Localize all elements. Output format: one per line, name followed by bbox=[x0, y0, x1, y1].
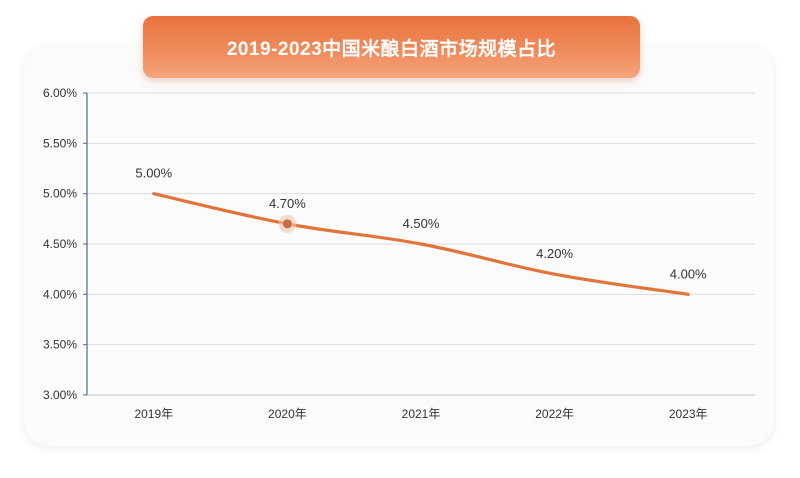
data-label: 5.00% bbox=[135, 166, 172, 181]
y-tick-label: 6.00% bbox=[43, 86, 77, 100]
axes bbox=[83, 92, 755, 396]
y-tick-label: 5.50% bbox=[43, 136, 77, 150]
x-tick-label: 2021年 bbox=[402, 407, 441, 421]
x-tick-label: 2023年 bbox=[669, 407, 708, 421]
y-tick-labels: 3.00% 3.50% 4.00% 4.50% 5.00% 5.50% 6.00% bbox=[43, 86, 77, 402]
y-tick-label: 4.50% bbox=[43, 237, 77, 251]
chart-title: 2019-2023中国米酿白酒市场规模占比 bbox=[143, 16, 640, 78]
series bbox=[152, 192, 690, 296]
x-tick-label: 2020年 bbox=[268, 407, 307, 421]
chart-card bbox=[24, 46, 774, 446]
data-label: 4.20% bbox=[536, 246, 573, 261]
data-label: 4.70% bbox=[269, 196, 306, 211]
data-labels: 5.00% 4.70% 4.50% 4.20% 4.00% bbox=[135, 166, 707, 282]
x-tick-labels: 2019年 2020年 2021年 2022年 2023年 bbox=[134, 407, 707, 421]
x-tick-label: 2022年 bbox=[535, 407, 574, 421]
y-tick-label: 3.50% bbox=[43, 338, 77, 352]
data-label: 4.00% bbox=[670, 266, 707, 281]
y-tick-label: 4.00% bbox=[43, 287, 77, 301]
data-label: 4.50% bbox=[403, 216, 440, 231]
series-line bbox=[152, 192, 690, 296]
y-tick-label: 3.00% bbox=[43, 388, 77, 402]
x-tick-label: 2019年 bbox=[134, 407, 173, 421]
data-point bbox=[282, 219, 292, 229]
y-tick-label: 5.00% bbox=[43, 187, 77, 201]
